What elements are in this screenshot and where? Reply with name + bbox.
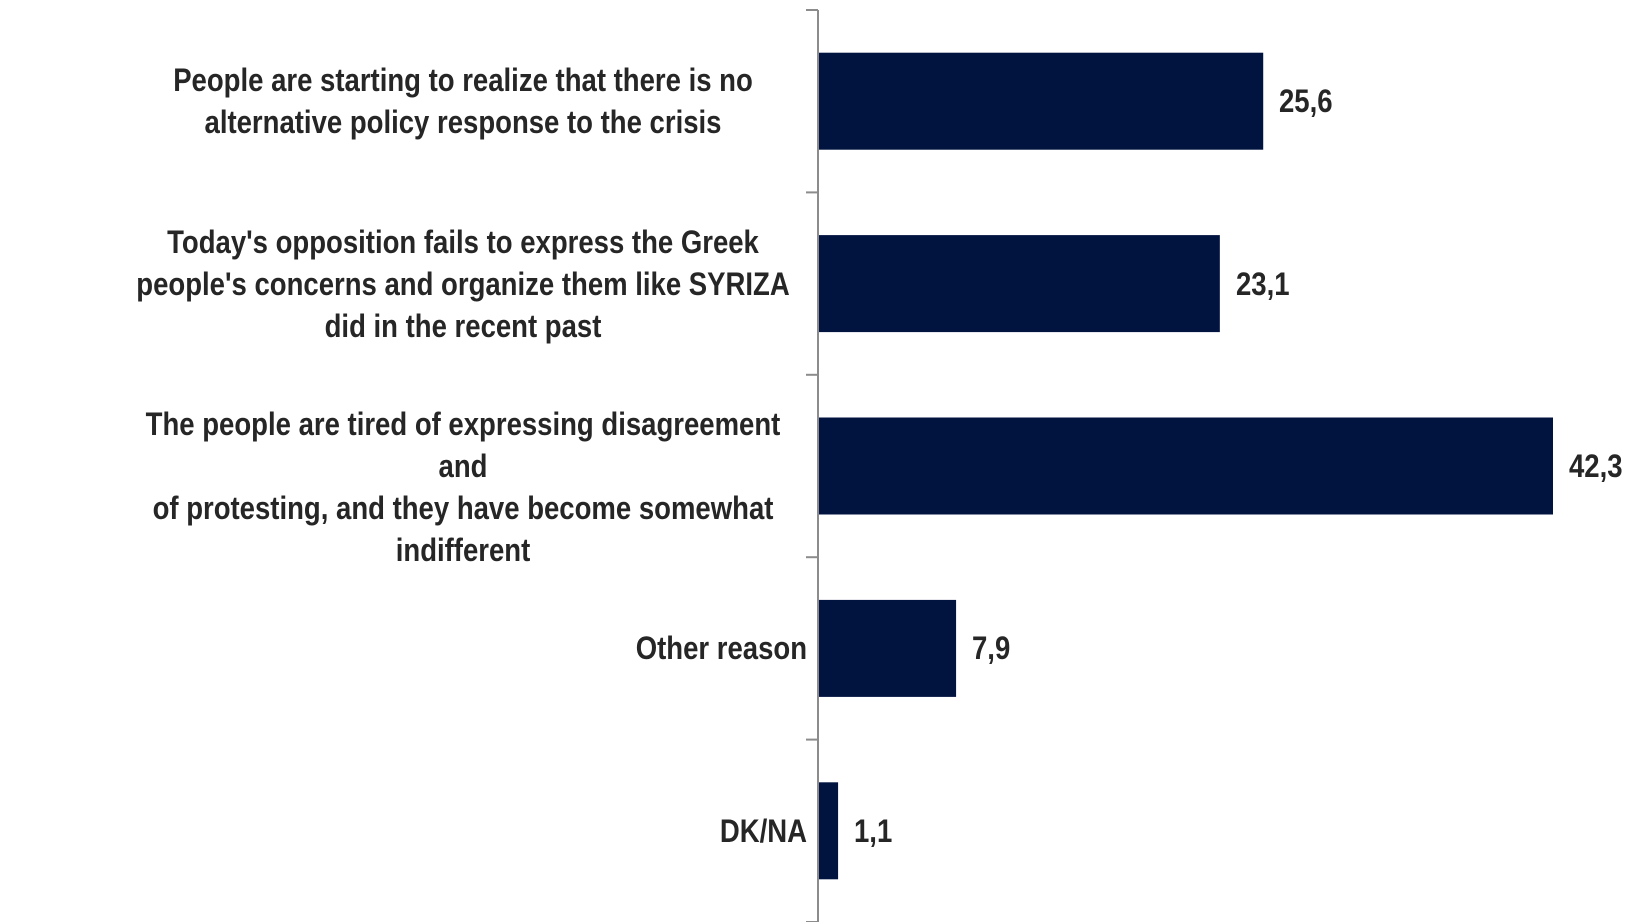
value-label: 7,9: [972, 630, 1011, 667]
category-label: DK/NA: [119, 810, 807, 852]
value-label: 42,3: [1569, 448, 1623, 484]
category-label-line: People are starting to realize that ther…: [173, 62, 753, 99]
bar: [819, 782, 839, 880]
category-label-line: DK/NA: [719, 812, 807, 849]
category-label-line: alternative policy response to the crisi…: [204, 104, 722, 141]
category-label-line: Other reason: [635, 630, 807, 667]
bar: [819, 417, 1553, 515]
category-label-line: of protesting, and they have become some…: [152, 490, 774, 526]
category-label: Other reason: [119, 627, 807, 669]
category-label-line: people's concerns and organize them like…: [136, 265, 790, 302]
bar: [819, 599, 957, 697]
value-label: 23,1: [1235, 265, 1290, 302]
category-label: People are starting to realize that ther…: [119, 59, 807, 143]
category-label-line: The people are tired of expressing disag…: [145, 406, 781, 484]
category-axis-ticks: [806, 9, 818, 922]
value-label: 25,6: [1279, 83, 1333, 120]
bars-group: [819, 52, 1553, 880]
bar: [819, 235, 1220, 333]
category-label-line: indifferent: [395, 532, 531, 568]
category-label-line: Today's opposition fails to express the …: [167, 223, 759, 260]
value-label: 1,1: [854, 812, 893, 849]
category-label: The people are tired of expressing disag…: [119, 403, 807, 571]
bar: [819, 52, 1264, 150]
category-label: Today's opposition fails to express the …: [119, 221, 807, 347]
category-label-line: did in the recent past: [324, 307, 602, 344]
